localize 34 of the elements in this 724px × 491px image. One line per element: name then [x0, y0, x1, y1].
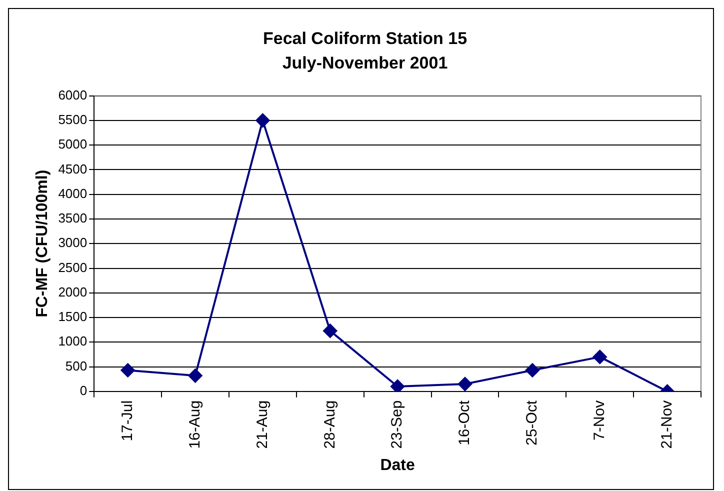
y-tick-label: 4000: [58, 186, 88, 201]
point: [592, 350, 607, 364]
y-tick-label: 500: [65, 358, 88, 374]
x-tick-label: 21-Aug: [254, 400, 271, 449]
chart-title: Fecal Coliform Station 15: [262, 28, 468, 48]
y-tick-label: 2000: [58, 284, 88, 300]
y-tick-label: 5500: [58, 112, 88, 128]
x-tick-label: 28-Aug: [321, 400, 338, 449]
y-tick-label: 4500: [58, 161, 88, 176]
point: [256, 113, 270, 128]
x-tick-label: 7-Nov: [590, 400, 608, 440]
point: [458, 377, 472, 392]
y-tick-label: 2500: [58, 260, 88, 275]
chart-subtitle: July-November 2001: [282, 53, 448, 72]
x-tick-label: 16-Oct: [456, 400, 474, 446]
y-axis-title: FC-MF (CFU/100ml): [34, 170, 52, 318]
y-tick-label: 3500: [58, 210, 88, 226]
y-tick-label: 6000: [58, 87, 88, 102]
point: [390, 380, 405, 392]
x-axis-title: Date: [380, 456, 415, 474]
point: [188, 368, 202, 383]
point: [525, 363, 540, 378]
y-tick-label: 1500: [58, 309, 88, 324]
x-tick-label: 23-Sep: [388, 400, 406, 449]
point: [323, 324, 338, 338]
y-tick-label: 0: [80, 383, 88, 398]
x-tick-label: 21-Nov: [658, 400, 676, 449]
y-tick-label: 3000: [58, 235, 88, 250]
y-tick-label: 1000: [58, 334, 88, 349]
point: [120, 363, 135, 378]
x-tick-label: 25-Oct: [524, 400, 541, 446]
x-tick-label: 16-Aug: [186, 400, 204, 449]
y-tick-label: 5000: [58, 136, 88, 152]
x-tick-label: 17-Jul: [118, 400, 136, 442]
